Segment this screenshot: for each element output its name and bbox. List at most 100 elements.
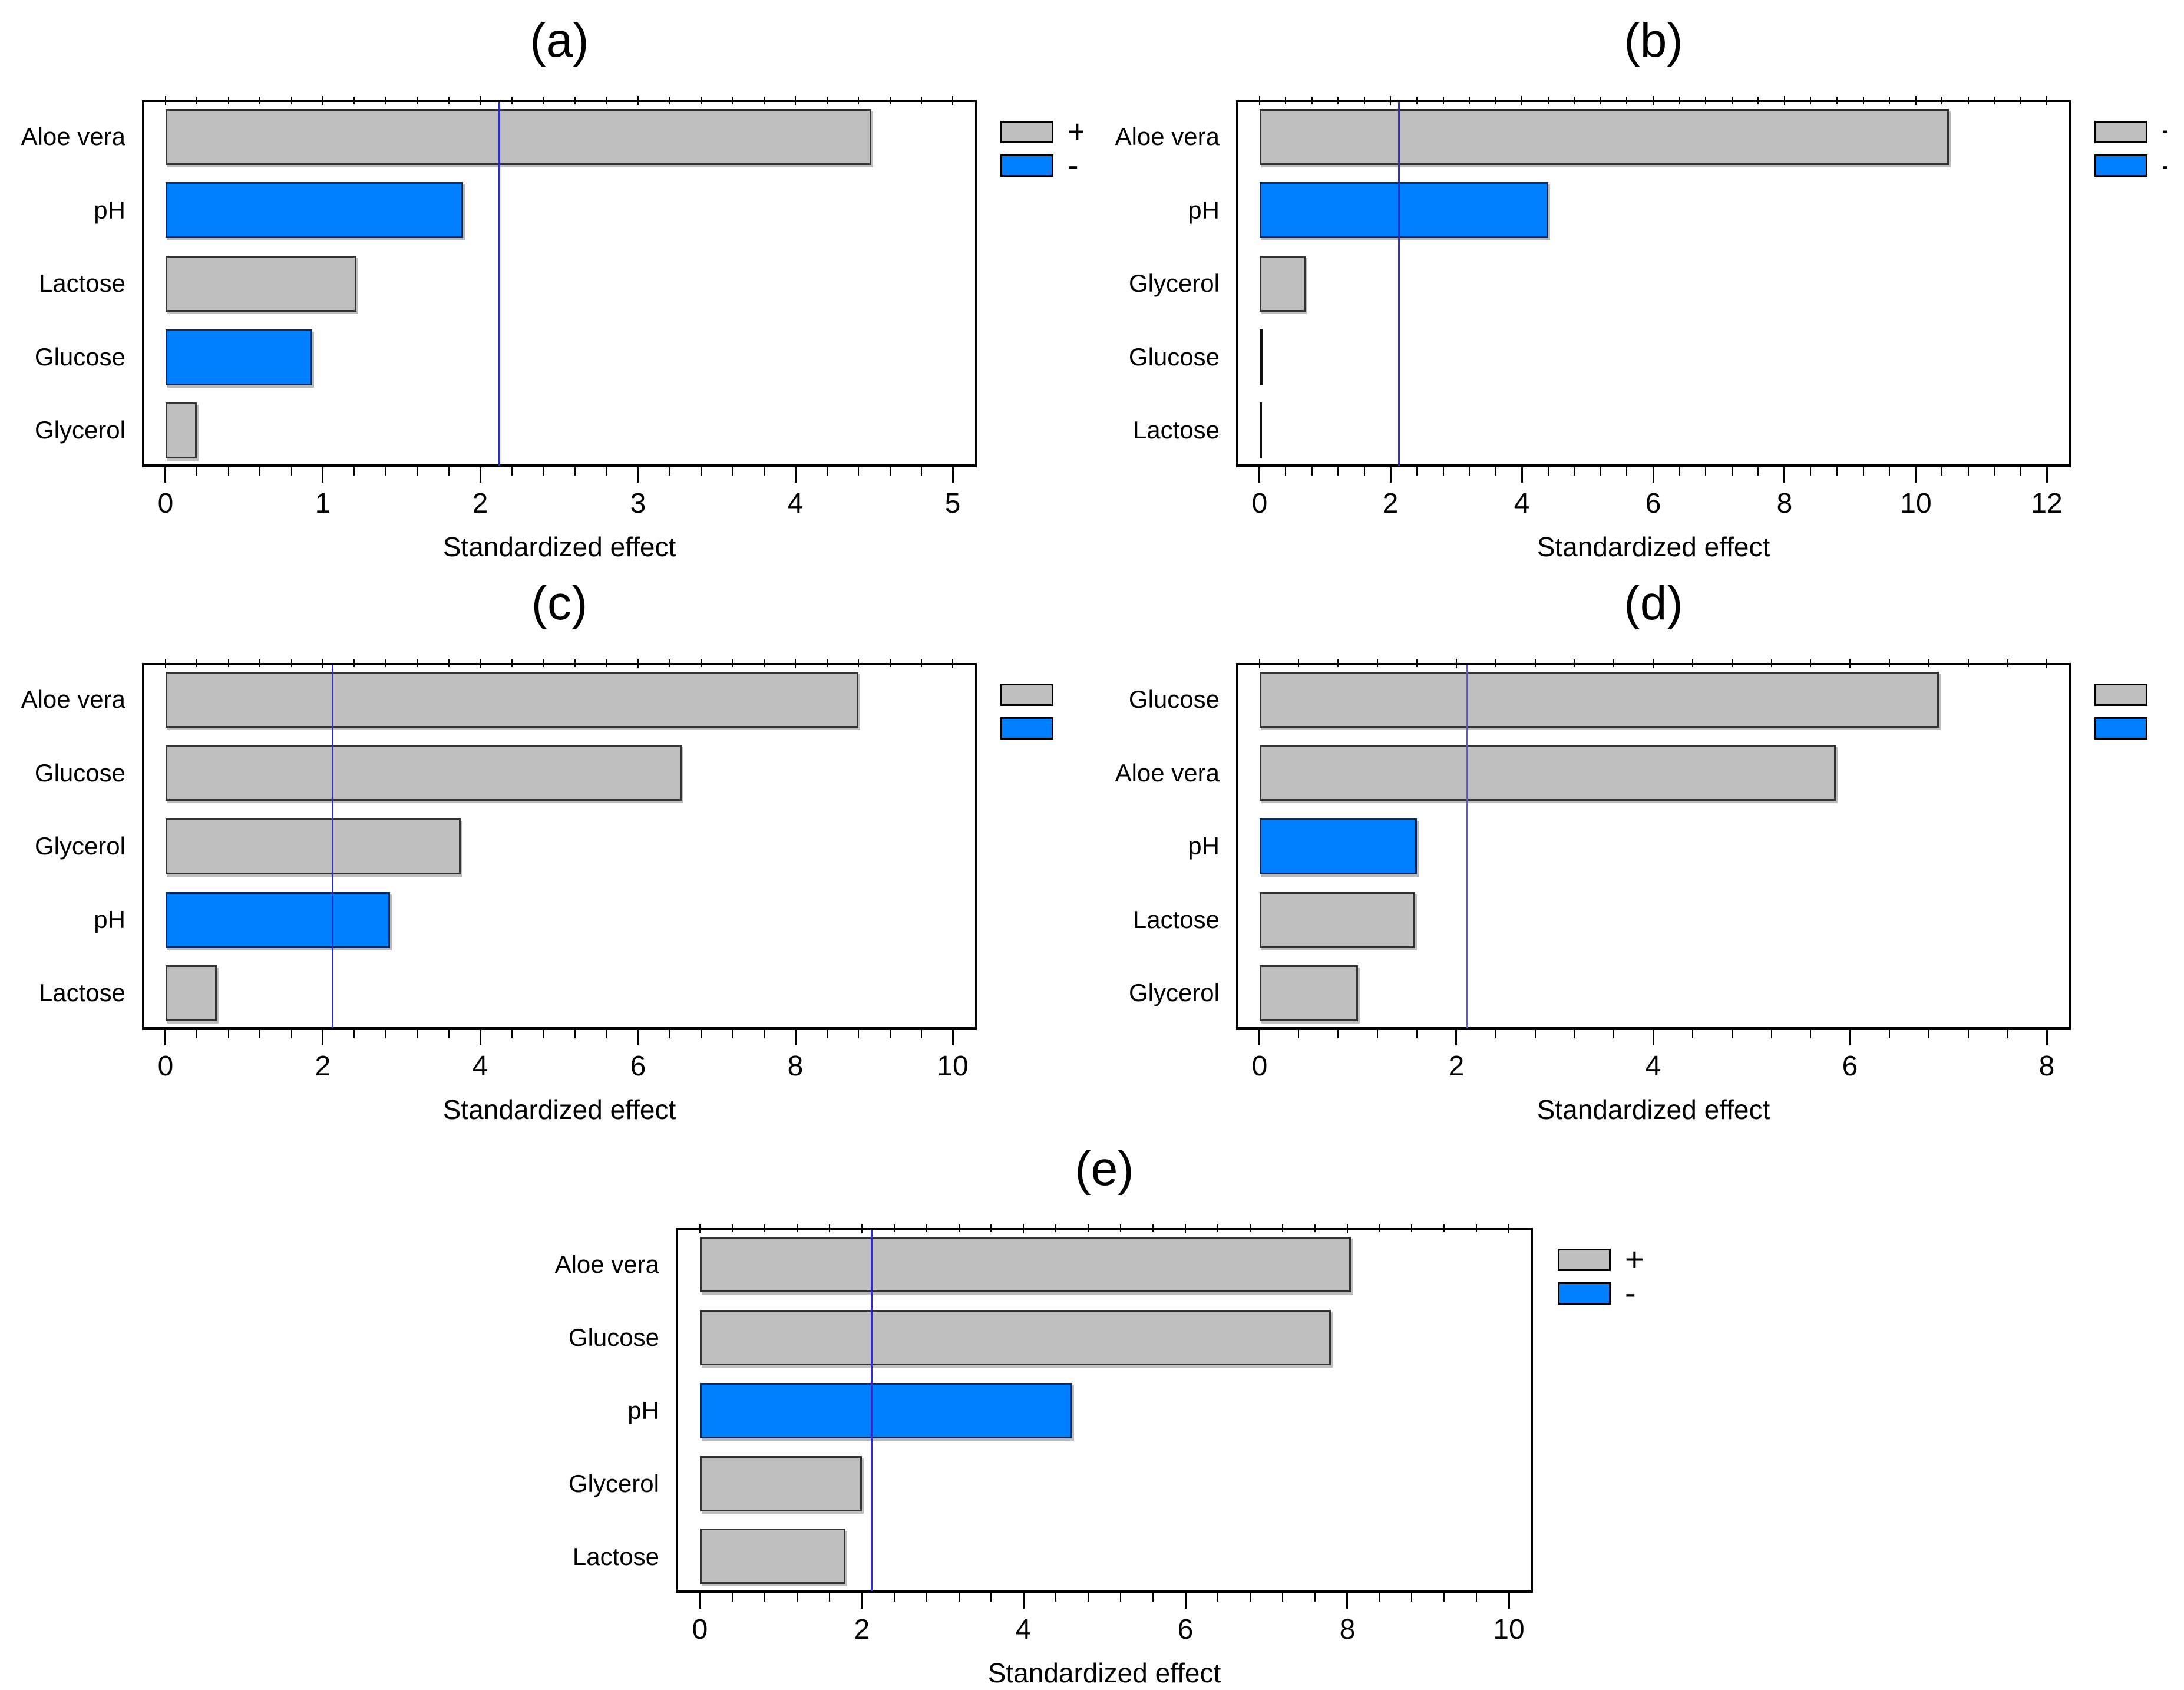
x-axis-title: Standardized effect — [1537, 532, 1770, 562]
x-top-tick — [1784, 96, 1785, 105]
x-minor-tick — [858, 1030, 859, 1038]
x-top-minor-tick — [1495, 659, 1496, 667]
x-minor-tick — [1968, 467, 1969, 476]
x-top-minor-tick — [921, 659, 922, 667]
x-top-minor-tick — [858, 97, 859, 104]
x-minor-tick — [574, 467, 576, 476]
x-top-tick — [1521, 96, 1522, 105]
bar-aloe-vera — [166, 109, 871, 165]
x-minor-tick — [701, 467, 702, 476]
x-minor-tick — [1411, 1593, 1412, 1602]
x-major-tick — [1521, 467, 1523, 483]
category-label-lactose: Lactose — [1132, 906, 1220, 933]
reference-line — [1466, 665, 1468, 1028]
x-top-tick — [1915, 96, 1917, 105]
x-top-minor-tick — [353, 97, 355, 104]
x-minor-tick — [1495, 467, 1496, 476]
x-minor-tick — [797, 1593, 798, 1602]
x-minor-tick — [606, 467, 607, 476]
x-top-minor-tick — [1757, 97, 1759, 104]
category-label-glycerol: Glycerol — [1128, 269, 1220, 297]
x-top-minor-tick — [385, 659, 386, 667]
x-minor-tick — [1476, 1593, 1477, 1602]
x-minor-tick — [1626, 467, 1627, 476]
x-top-minor-tick — [448, 97, 450, 104]
x-top-minor-tick — [1863, 97, 1864, 104]
x-top-minor-tick — [1443, 97, 1444, 104]
x-top-tick — [1653, 659, 1654, 668]
x-top-minor-tick — [827, 97, 828, 104]
x-top-minor-tick — [1217, 1224, 1218, 1232]
legend-swatch-negative — [1000, 717, 1053, 740]
x-tick-label: 4 — [1514, 488, 1530, 519]
bar-lactose — [166, 256, 356, 312]
x-tick-label: 2 — [315, 1051, 331, 1082]
x-minor-tick — [448, 467, 450, 476]
x-minor-tick — [890, 1030, 891, 1038]
category-label-glucose: Glucose — [568, 1323, 659, 1351]
reference-line — [871, 1230, 873, 1591]
x-top-minor-tick — [1626, 97, 1627, 104]
bar-aloe-vera — [700, 1237, 1351, 1292]
x-tick-label: 4 — [472, 1051, 488, 1082]
x-minor-tick — [1379, 1593, 1380, 1602]
legend-swatch-negative — [1558, 1282, 1611, 1305]
x-top-tick — [165, 659, 166, 668]
x-top-minor-tick — [1679, 97, 1680, 104]
x-minor-tick — [827, 467, 828, 476]
x-minor-tick — [1889, 1030, 1890, 1038]
category-label-aloe-vera: Aloe vera — [1115, 759, 1220, 787]
x-minor-tick — [1364, 467, 1365, 476]
x-top-minor-tick — [1889, 659, 1890, 667]
x-minor-tick — [894, 1593, 895, 1602]
x-minor-tick — [1928, 1030, 1929, 1038]
x-minor-tick — [1298, 1030, 1299, 1038]
x-major-tick — [322, 467, 323, 483]
x-top-minor-tick — [926, 1224, 927, 1232]
category-label-glycerol: Glycerol — [1128, 979, 1220, 1006]
x-top-tick — [322, 96, 323, 105]
x-minor-tick — [1152, 1593, 1154, 1602]
x-top-minor-tick — [1282, 1224, 1283, 1232]
x-major-tick — [1023, 1593, 1025, 1609]
x-minor-tick — [1732, 1030, 1733, 1038]
x-tick-label: 12 — [2031, 488, 2063, 519]
x-top-minor-tick — [1337, 659, 1339, 667]
x-top-minor-tick — [1889, 97, 1890, 104]
x-top-minor-tick — [990, 1224, 992, 1232]
bar-aloe-vera — [1260, 109, 1949, 165]
category-label-glucose: Glucose — [1128, 685, 1220, 713]
x-top-minor-tick — [764, 97, 765, 104]
x-major-tick — [1849, 1030, 1851, 1045]
x-major-tick — [861, 1593, 863, 1609]
x-top-minor-tick — [669, 97, 670, 104]
x-minor-tick — [291, 1030, 292, 1038]
x-minor-tick — [1535, 1030, 1536, 1038]
x-top-minor-tick — [890, 659, 891, 667]
x-top-minor-tick — [797, 1224, 798, 1232]
x-minor-tick — [1968, 1030, 1969, 1038]
x-tick-label: 0 — [157, 1051, 174, 1082]
x-tick-label: 2 — [1448, 1051, 1465, 1082]
legend-swatch-positive — [1000, 684, 1053, 706]
x-major-tick — [1915, 467, 1917, 483]
x-top-tick — [1185, 1224, 1186, 1233]
category-label-ph: pH — [94, 906, 125, 933]
legend-label-negative: - — [2162, 153, 2167, 177]
x-axis-title: Standardized effect — [1537, 1094, 1770, 1125]
panel-a: (a) Aloe vera pH Lactose Glucose Glycerol 0 1 2 3… — [0, 0, 1090, 563]
x-tick-label: 0 — [1251, 488, 1268, 519]
x-minor-tick — [511, 1030, 513, 1038]
x-top-minor-tick — [1416, 97, 1418, 104]
x-minor-tick — [606, 1030, 607, 1038]
x-top-minor-tick — [2007, 659, 2008, 667]
x-minor-tick — [1810, 1030, 1811, 1038]
x-minor-tick — [196, 467, 197, 476]
x-tick-label: 10 — [937, 1051, 969, 1082]
x-top-minor-tick — [1613, 659, 1614, 667]
x-minor-tick — [732, 1593, 733, 1602]
x-top-minor-tick — [259, 97, 260, 104]
x-top-tick — [1347, 1224, 1348, 1233]
x-tick-label: 6 — [1177, 1614, 1194, 1645]
